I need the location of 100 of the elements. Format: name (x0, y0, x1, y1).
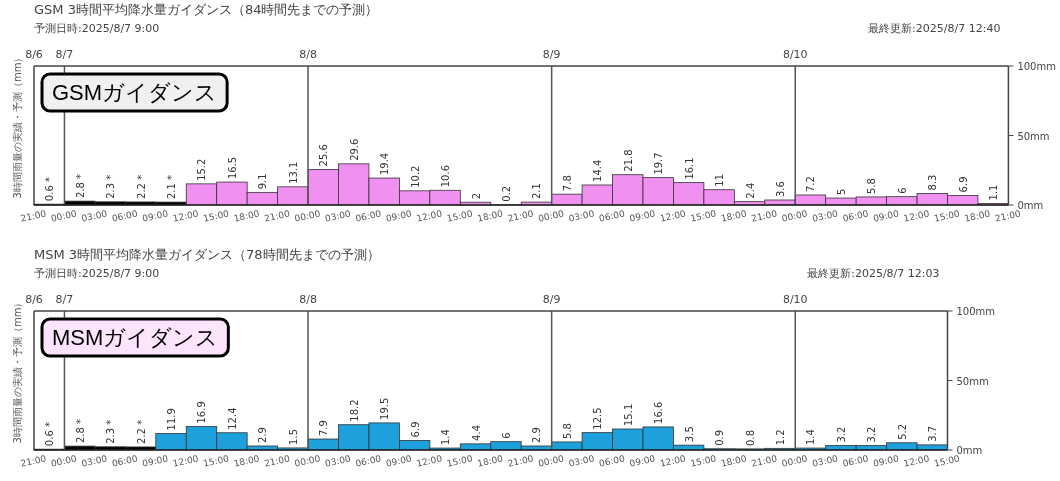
data-label: 10.6 (440, 165, 452, 188)
data-label: 7.9 (318, 420, 330, 437)
data-label: 2.3 * (105, 419, 117, 444)
data-label: 0.6 * (44, 177, 56, 202)
x-tick-label: 00:00 (50, 453, 78, 469)
x-tick-label: 12:00 (415, 208, 444, 224)
data-label: 18.2 (348, 399, 360, 422)
data-label: 7.8 (561, 175, 573, 192)
x-tick-label: 09:00 (628, 453, 657, 469)
x-tick-label: 09:00 (385, 208, 413, 224)
data-label: 14.4 (592, 159, 604, 182)
data-label: 5.2 (896, 423, 908, 440)
x-tick-label: 18:00 (476, 453, 505, 469)
data-label: 19.4 (379, 152, 391, 176)
data-label: 6 (896, 187, 908, 194)
data-label: 16.5 (226, 156, 238, 180)
x2-tick-label: 8/10 (782, 293, 808, 306)
x-tick-label: 21:00 (263, 453, 291, 469)
data-label: 2.1 * (166, 174, 178, 200)
x-tick-label: 06:00 (354, 208, 383, 224)
x2-tick-label: 8/9 (542, 293, 561, 306)
chart-title: MSM 3時間平均降水量ガイダンス（78時間先までの予測） (34, 247, 380, 262)
data-label: 1.2 (775, 429, 787, 446)
x-tick-label: 00:00 (780, 208, 809, 224)
x-tick-label: 21:00 (750, 453, 779, 469)
x-tick-label: 15:00 (689, 453, 718, 469)
data-label: 2.3 * (105, 174, 117, 199)
data-label: 5 (835, 188, 847, 196)
data-label: 1.5 (287, 429, 299, 445)
x-tick-label: 18:00 (232, 208, 261, 224)
data-label: 4.4 (470, 424, 482, 441)
x-tick-label: 21:00 (750, 208, 779, 224)
x-tick-label: 15:00 (202, 453, 231, 469)
x2-tick-label: 8/6 (25, 48, 43, 61)
x-tick-label: 12:00 (415, 453, 444, 469)
x-tick-label: 21:00 (19, 453, 48, 469)
chart-title: GSM 3時間平均降水量ガイダンス（84時間先までの予測） (34, 2, 379, 17)
x-tick-label: 00:00 (50, 208, 78, 224)
data-label: 2.9 (531, 427, 543, 443)
x-tick-label: 03:00 (324, 208, 352, 224)
x-tick-label: 00:00 (780, 453, 809, 469)
data-label: 12.5 (592, 407, 604, 430)
chart-subtitle: 予測日時:2025/8/7 9:00 (34, 22, 160, 35)
data-label: 5.8 (561, 423, 573, 439)
x-tick-label: 00:00 (537, 208, 566, 224)
x-tick-label: 03:00 (80, 453, 109, 469)
x-tick-label: 00:00 (537, 453, 566, 469)
data-label: 13.1 (287, 161, 299, 184)
x-tick-label: 09:00 (141, 453, 170, 469)
data-label: 15.2 (196, 158, 208, 181)
y-axis-title: 3時間雨量の実績・予測（mm） (12, 297, 23, 444)
x-tick-label: 18:00 (476, 208, 505, 224)
x2-tick-label: 8/9 (542, 48, 561, 61)
text: 最終更新:2025/8/7 12:40 (868, 22, 1001, 35)
data-label: 12.4 (226, 407, 238, 430)
data-label: 15.1 (622, 403, 634, 427)
data-label: 0.9 (714, 429, 726, 446)
annotation: GSMガイダンス (52, 80, 218, 105)
data-label: 19.7 (653, 152, 665, 175)
x-tick-label: 09:00 (628, 208, 657, 224)
data-label: 0.8 (744, 429, 756, 446)
data-label: 6.9 (957, 176, 969, 193)
data-label: 16.6 (653, 401, 665, 424)
x-tick-label: 15:00 (933, 208, 961, 224)
x-tick-label: 03:00 (567, 208, 596, 224)
y-axis-title: 3時間雨量の実績・予測（mm） (12, 52, 23, 199)
data-label: 1.4 (805, 429, 817, 446)
y-tick-label: 100mm (956, 306, 996, 317)
x2-tick-label: 8/10 (782, 48, 808, 61)
x-tick-label: 21:00 (506, 453, 535, 469)
x-tick-label: 18:00 (720, 453, 748, 469)
x-tick-label: 06:00 (598, 453, 626, 469)
x2-tick-label: 8/8 (299, 48, 317, 61)
y-tick-label: 50mm (1017, 130, 1050, 142)
x-tick-label: 21:00 (263, 208, 291, 224)
data-label: 2.4 (744, 182, 756, 199)
x-tick-label: 18:00 (232, 453, 261, 469)
x-tick-label: 15:00 (202, 208, 231, 224)
data-label: 10.2 (409, 165, 421, 188)
data-label: 1.1 (988, 184, 1000, 201)
x-tick-label: 06:00 (598, 208, 626, 224)
x-tick-label: 00:00 (293, 453, 322, 469)
data-label: 3.2 (866, 426, 878, 443)
y-tick-label: 100mm (1017, 61, 1056, 72)
x-tick-label: 21:00 (19, 208, 48, 224)
x2-tick-label: 8/8 (299, 293, 317, 306)
data-label: 2.1 (531, 183, 543, 200)
x-tick-label: 06:00 (111, 453, 139, 469)
data-label: 16.9 (196, 401, 208, 424)
annotation: MSMガイダンス (52, 325, 219, 350)
x-tick-label: 03:00 (811, 208, 840, 224)
data-label: 2.2 * (135, 419, 147, 444)
data-label: 21.8 (622, 149, 634, 172)
x-tick-label: 06:00 (841, 208, 870, 224)
x-tick-label: 18:00 (720, 208, 748, 224)
x-tick-label: 06:00 (354, 453, 383, 469)
data-label: 3.2 (835, 426, 847, 443)
text: 最終更新:2025/8/7 12:03 (807, 267, 940, 280)
x-tick-label: 09:00 (385, 453, 413, 469)
x-tick-label: 09:00 (141, 208, 170, 224)
